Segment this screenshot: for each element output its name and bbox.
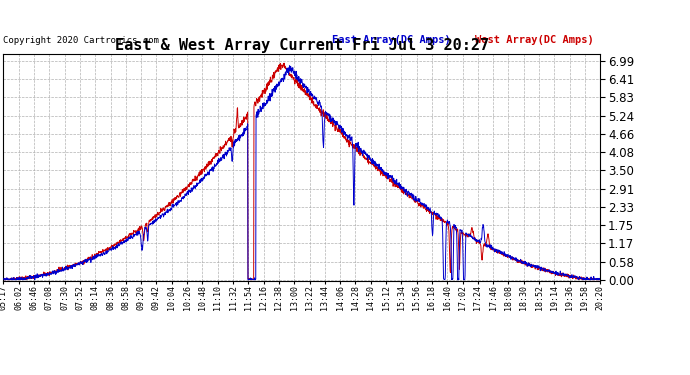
Text: Copyright 2020 Cartronics.com: Copyright 2020 Cartronics.com: [3, 36, 159, 45]
Title: East & West Array Current Fri Jul 3 20:27: East & West Array Current Fri Jul 3 20:2…: [115, 37, 489, 53]
Text: West Array(DC Amps): West Array(DC Amps): [475, 35, 593, 45]
Text: East Array(DC Amps): East Array(DC Amps): [332, 35, 451, 45]
